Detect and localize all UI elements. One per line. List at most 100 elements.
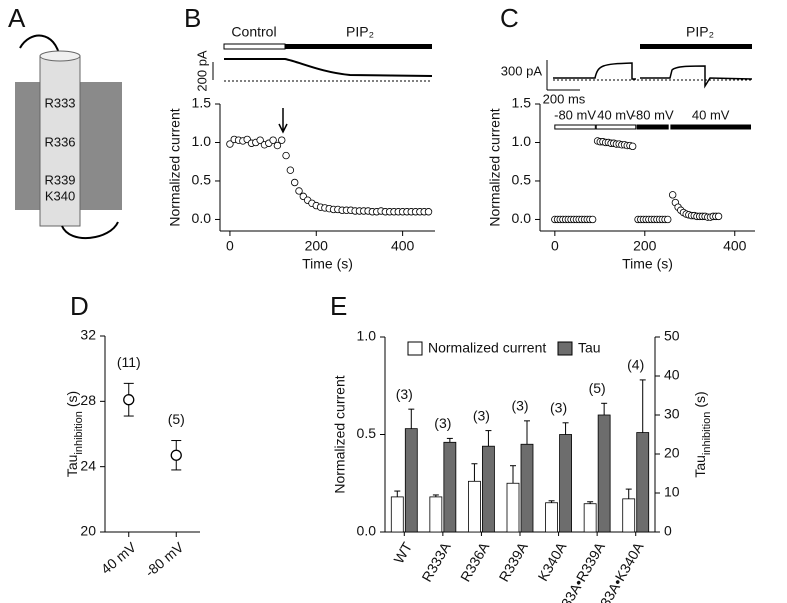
residue: R336: [44, 134, 75, 149]
bar: [597, 414, 611, 533]
point: [123, 394, 135, 406]
channel-diagram: [15, 34, 122, 240]
label-part: Tau: [64, 455, 80, 478]
y-tick-label: 20: [80, 523, 96, 539]
n-label: (5): [168, 411, 185, 427]
point: [226, 140, 234, 148]
bar: [583, 503, 597, 533]
n-label: (3): [396, 386, 413, 402]
n-label: (3): [511, 398, 528, 414]
point: [256, 136, 264, 144]
point: [278, 136, 286, 144]
scale-label: 200 pA: [194, 50, 209, 92]
y-tick-label: 0.5: [357, 425, 377, 441]
panel-label: A: [8, 3, 26, 33]
y-tick-label: 0.0: [512, 210, 532, 226]
y-axis-label: Normalized current: [167, 108, 183, 226]
bar: [482, 445, 495, 533]
bar-label: Control: [231, 24, 276, 40]
residue: R333: [44, 95, 75, 110]
y-tick-label: 0.0: [357, 523, 377, 539]
y-tick-label: 32: [80, 327, 96, 343]
x-tick-label: -80 mV: [142, 538, 187, 580]
current-trace: [224, 58, 433, 77]
n-label: (3): [473, 407, 490, 423]
point: [295, 187, 303, 195]
bar: [443, 441, 457, 533]
bar-label: PIP₂: [346, 24, 374, 40]
bar: [520, 443, 534, 533]
x-tick-label: K340A: [534, 539, 569, 584]
y-tick-label: 30: [664, 406, 680, 422]
y-tick-label: 1.0: [192, 133, 212, 149]
protocol-label: 40 mV: [692, 107, 730, 122]
control-bar: [223, 43, 286, 50]
n-label: (5): [589, 380, 606, 396]
y-tick-label: 0.5: [192, 172, 212, 188]
y-tick-label: 1.0: [512, 133, 532, 149]
label-sub: inhibition: [73, 411, 85, 454]
point: [628, 142, 637, 151]
label-part: (s): [64, 391, 80, 407]
x-axis-label: Time (s): [302, 256, 353, 272]
x-tick-label: 200: [633, 238, 657, 254]
panel-label: E: [330, 291, 347, 321]
current-traces: [553, 62, 753, 89]
point: [170, 449, 182, 461]
n-label: (4): [627, 357, 644, 373]
point: [668, 191, 677, 199]
bar: [636, 432, 650, 533]
bar: [559, 434, 572, 533]
x-tick-label: 400: [723, 238, 747, 254]
y-tick-label: 10: [664, 484, 680, 500]
protocol-bar: [554, 124, 596, 130]
protocol-label: -80 mV: [632, 107, 674, 122]
y-tick-label: 50: [664, 328, 680, 344]
y-tick-label: 24: [80, 457, 96, 473]
bar: [506, 482, 520, 533]
pip2-bar: [640, 44, 752, 49]
panel-label: B: [184, 3, 201, 33]
point: [273, 141, 282, 150]
point: [424, 208, 433, 216]
label-part: Tau: [692, 455, 708, 478]
y-tick-label: 0.0: [192, 210, 212, 226]
bar: [390, 496, 404, 533]
y-axis-label: Normalized current: [487, 108, 503, 226]
y-tick-label: 1.5: [512, 95, 532, 111]
n-label: (3): [550, 400, 567, 416]
panel-label: C: [500, 3, 519, 33]
protocol-label: 40 mV: [597, 107, 635, 122]
protocol-bar: [595, 124, 637, 130]
point: [286, 166, 295, 174]
protocol-label: -80 mV: [554, 107, 596, 122]
point: [269, 136, 277, 144]
bar: [545, 502, 558, 533]
y-tick-label: 0: [664, 523, 672, 539]
n-label: (11): [117, 354, 141, 370]
protocol-bar: [636, 124, 669, 130]
bar: [429, 496, 443, 533]
y-tick-label: 40: [664, 367, 680, 383]
x-tick-label: R339A: [496, 539, 532, 585]
axis-label: Tauinhibition (s): [692, 391, 713, 477]
bar: [404, 428, 418, 533]
point: [664, 215, 672, 224]
x-tick-label: 400: [391, 238, 415, 254]
label-part: (s): [692, 391, 708, 407]
y-tick-label: 0.5: [512, 172, 532, 188]
scale-label: 300 pA: [501, 63, 543, 78]
label-sub: inhibition: [701, 412, 713, 455]
legend-label: Tau: [578, 340, 601, 356]
x-tick-label: 0: [551, 238, 559, 254]
n-label: (3): [434, 415, 451, 431]
point: [714, 212, 723, 221]
y-tick-label: 1.5: [192, 95, 212, 111]
x-tick-label: WT: [390, 539, 415, 566]
y-tick-label: 1.0: [357, 328, 377, 344]
residue: K340: [45, 188, 75, 203]
x-tick-label: 40 mV: [98, 538, 140, 577]
point: [588, 215, 597, 224]
point: [290, 178, 299, 187]
